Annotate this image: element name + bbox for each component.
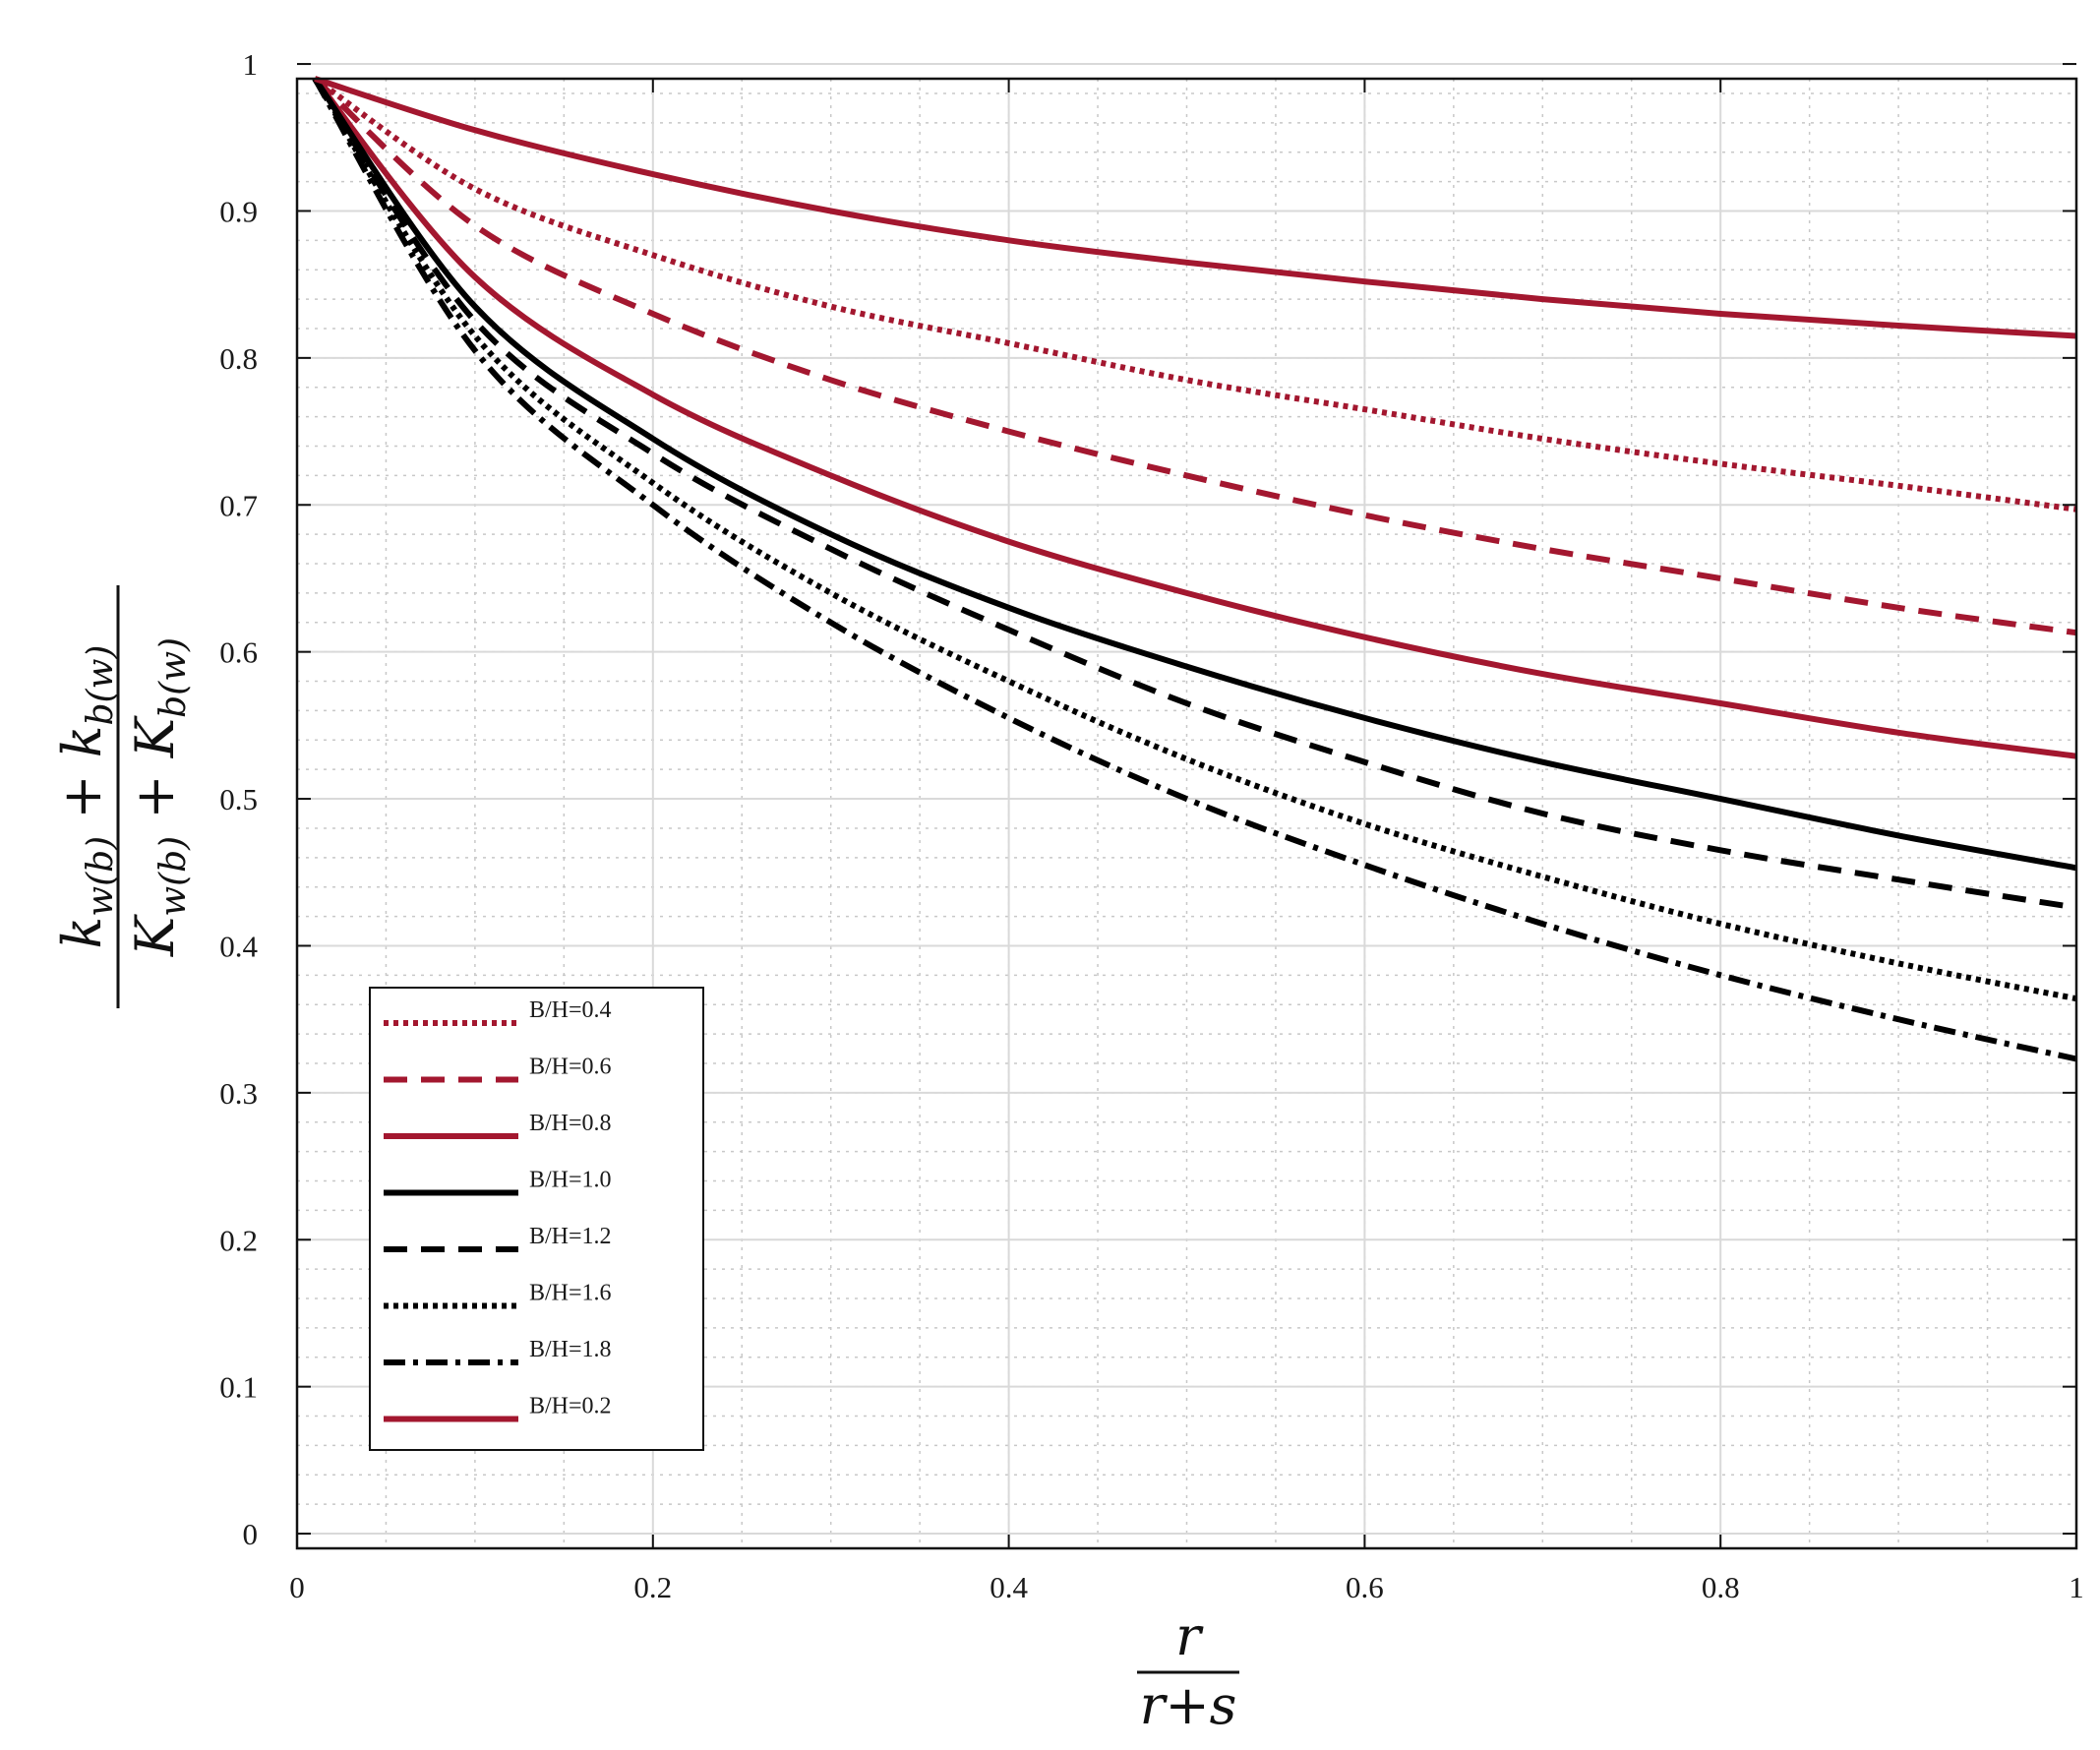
series-line-b-h-1-2 — [312, 77, 2077, 911]
x-tick-labels: 0 0.2 0.4 0.6 0.8 1 — [289, 1570, 2084, 1604]
legend-label: B/H=0.8 — [529, 1111, 612, 1136]
tick-marks — [296, 63, 2077, 1548]
legend-label: B/H=0.6 — [529, 1055, 612, 1080]
series-line-b-h-1-8 — [312, 77, 2077, 1062]
y-axis-label: kw(b) + kb(w) Kw(b) + Kb(w) — [51, 585, 194, 1008]
y-tick-label: 0.7 — [219, 488, 258, 522]
plot-series — [312, 76, 2077, 1062]
legend-label: B/H=0.2 — [529, 1394, 612, 1419]
y-tick-label: 0.8 — [219, 341, 258, 376]
legend: B/H=0.4 B/H=0.6 B/H=0.8 B/H=1.0 B/H=1.2 B/H=1… — [369, 987, 704, 1451]
y-tick-label: 0.2 — [219, 1223, 258, 1257]
y-tick-label: 1 — [243, 47, 259, 82]
y-tick-label: 0.5 — [219, 782, 258, 816]
y-tick-label: 0.1 — [219, 1370, 258, 1405]
major-grid — [296, 63, 2077, 1548]
y-tick-labels: 0 0.1 0.2 0.3 0.4 0.5 0.6 0.7 0.8 0.9 1 — [219, 47, 258, 1551]
legend-label: B/H=1.2 — [529, 1224, 612, 1249]
y-tick-label: 0.6 — [219, 635, 258, 670]
y-tick-label: 0 — [243, 1517, 259, 1551]
series-line-b-h-0-6 — [313, 76, 2077, 636]
series-line-b-h-1-6 — [312, 77, 2077, 1002]
y-tick-label: 0.9 — [219, 194, 258, 228]
series-line-b-h-0-8 — [312, 77, 2077, 759]
y-tick-label: 0.4 — [219, 929, 258, 963]
series-line-b-h-0-4 — [313, 76, 2077, 513]
y-axis-label-denominator: Kw(b) + Kb(w) — [124, 637, 194, 957]
x-tick-label: 0.4 — [990, 1570, 1028, 1604]
x-axis-label-numerator: r — [1175, 1605, 1204, 1667]
legend-label: B/H=1.0 — [529, 1168, 612, 1193]
x-tick-label: 0 — [289, 1570, 305, 1604]
x-tick-label: 0.2 — [633, 1570, 672, 1604]
series-line-b-h-0-2 — [314, 76, 2077, 339]
x-tick-label: 1 — [2069, 1570, 2084, 1604]
legend-label: B/H=1.8 — [529, 1337, 612, 1362]
legend-label: B/H=1.6 — [529, 1281, 612, 1306]
legend-box — [369, 987, 704, 1451]
x-axis-label-denominator: r+s — [1140, 1674, 1237, 1736]
y-axis-label-numerator: kw(b) + kb(w) — [51, 645, 121, 949]
x-tick-label: 0.6 — [1346, 1570, 1384, 1604]
x-tick-label: 0.8 — [1702, 1570, 1740, 1604]
series-line-b-h-1-0 — [312, 77, 2077, 872]
x-axis-label: r r+s — [1137, 1605, 1239, 1736]
plot-frame — [295, 77, 2078, 1550]
y-tick-label: 0.3 — [219, 1076, 258, 1111]
legend-label: B/H=0.4 — [529, 997, 612, 1023]
